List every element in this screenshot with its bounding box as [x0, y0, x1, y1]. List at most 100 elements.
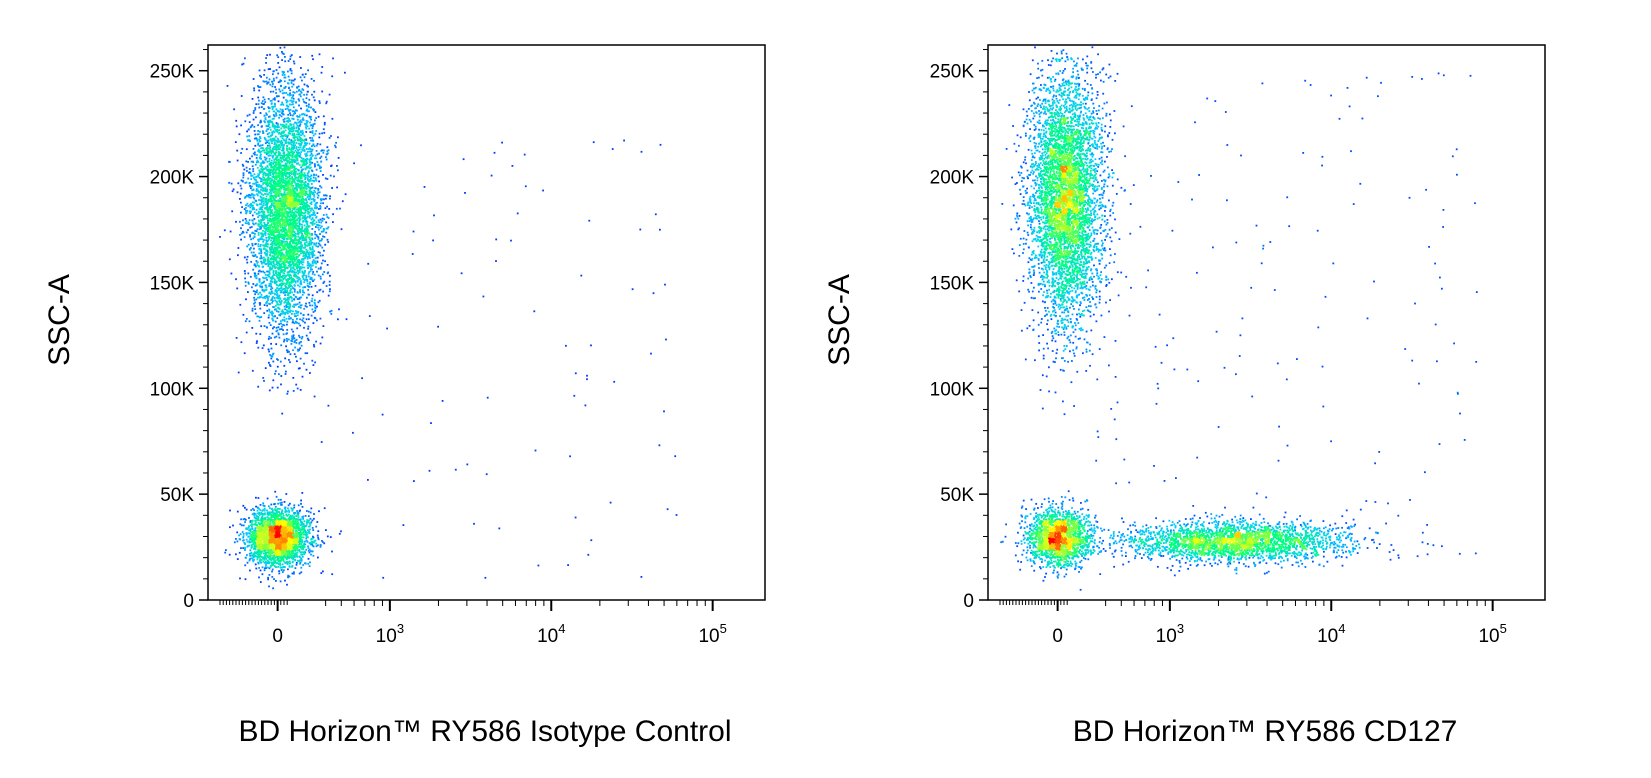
- data-point: [294, 268, 296, 271]
- data-point: [282, 248, 285, 251]
- data-point: [291, 266, 293, 269]
- data-point: [275, 219, 278, 222]
- data-point: [266, 54, 269, 56]
- data-point: [266, 178, 268, 181]
- data-point: [305, 124, 308, 127]
- data-point: [271, 275, 274, 278]
- data-point: [282, 196, 285, 198]
- data-point: [293, 233, 295, 236]
- data-point: [287, 257, 290, 260]
- data-point: [299, 268, 301, 270]
- data-point: [299, 56, 302, 58]
- data-point: [270, 292, 273, 295]
- data-point: [296, 187, 298, 190]
- data-point: [269, 138, 272, 140]
- data-point: [310, 268, 312, 271]
- data-point: [289, 256, 292, 259]
- data-point: [298, 89, 301, 91]
- data-point: [291, 340, 294, 343]
- data-point: [267, 233, 270, 235]
- data-point: [313, 278, 316, 281]
- data-point: [258, 228, 261, 231]
- data-point: [291, 180, 293, 183]
- data-point: [290, 190, 293, 193]
- data-point: [246, 261, 249, 264]
- data-point: [300, 344, 303, 347]
- data-point: [289, 261, 292, 263]
- data-point: [272, 277, 275, 280]
- data-point: [281, 161, 283, 163]
- data-point: [249, 126, 252, 129]
- data-point: [284, 234, 287, 237]
- data-point: [257, 142, 260, 145]
- data-point: [263, 271, 266, 274]
- data-point: [283, 224, 286, 226]
- data-point: [298, 217, 301, 219]
- data-point: [311, 260, 314, 263]
- data-point: [247, 161, 249, 163]
- data-point: [289, 112, 291, 115]
- data-point: [307, 178, 309, 181]
- data-point: [237, 371, 240, 374]
- data-point: [261, 266, 264, 268]
- data-point: [314, 307, 317, 310]
- data-point: [287, 303, 290, 305]
- data-point: [301, 172, 303, 174]
- data-point: [327, 152, 329, 155]
- data-point: [295, 156, 297, 159]
- data-point: [305, 139, 308, 141]
- data-point: [306, 172, 309, 175]
- data-point: [323, 131, 326, 134]
- data-point: [284, 243, 286, 245]
- data-point: [274, 207, 277, 209]
- data-point: [283, 117, 286, 120]
- data-point: [288, 292, 291, 294]
- data-point: [294, 181, 296, 184]
- data-point: [316, 212, 319, 214]
- data-point: [306, 249, 309, 252]
- data-point: [246, 245, 249, 248]
- data-point: [261, 286, 263, 289]
- data-point: [239, 198, 241, 200]
- data-point: [285, 101, 288, 104]
- data-point: [298, 254, 301, 256]
- data-point: [261, 225, 264, 227]
- data-point: [285, 274, 288, 277]
- data-point: [285, 249, 288, 251]
- data-point: [298, 155, 301, 158]
- data-point: [264, 228, 267, 230]
- data-point: [265, 237, 268, 239]
- data-point: [266, 165, 269, 167]
- data-point: [251, 98, 254, 100]
- data-point: [254, 284, 257, 287]
- data-point: [267, 173, 270, 175]
- data-point: [263, 325, 266, 327]
- data-point: [274, 299, 276, 302]
- data-point: [298, 209, 300, 212]
- data-point: [276, 210, 279, 212]
- data-point: [255, 342, 258, 344]
- data-point: [309, 202, 312, 205]
- data-point: [316, 201, 318, 204]
- data-point: [253, 173, 256, 176]
- data-point: [301, 237, 304, 240]
- data-point: [322, 151, 325, 154]
- data-point: [276, 129, 279, 131]
- data-point: [253, 218, 256, 220]
- data-point: [257, 296, 259, 299]
- data-point: [267, 124, 270, 127]
- data-point: [281, 289, 284, 291]
- data-point: [314, 191, 316, 194]
- data-point: [277, 217, 279, 220]
- data-point: [293, 141, 296, 144]
- data-point: [305, 131, 308, 133]
- data-point: [247, 221, 250, 224]
- data-point: [284, 209, 287, 212]
- data-point: [283, 46, 286, 49]
- data-point: [277, 228, 280, 231]
- data-point: [257, 96, 260, 99]
- data-point: [294, 177, 297, 179]
- data-point: [278, 161, 281, 164]
- data-point: [277, 62, 280, 64]
- data-point: [282, 311, 284, 313]
